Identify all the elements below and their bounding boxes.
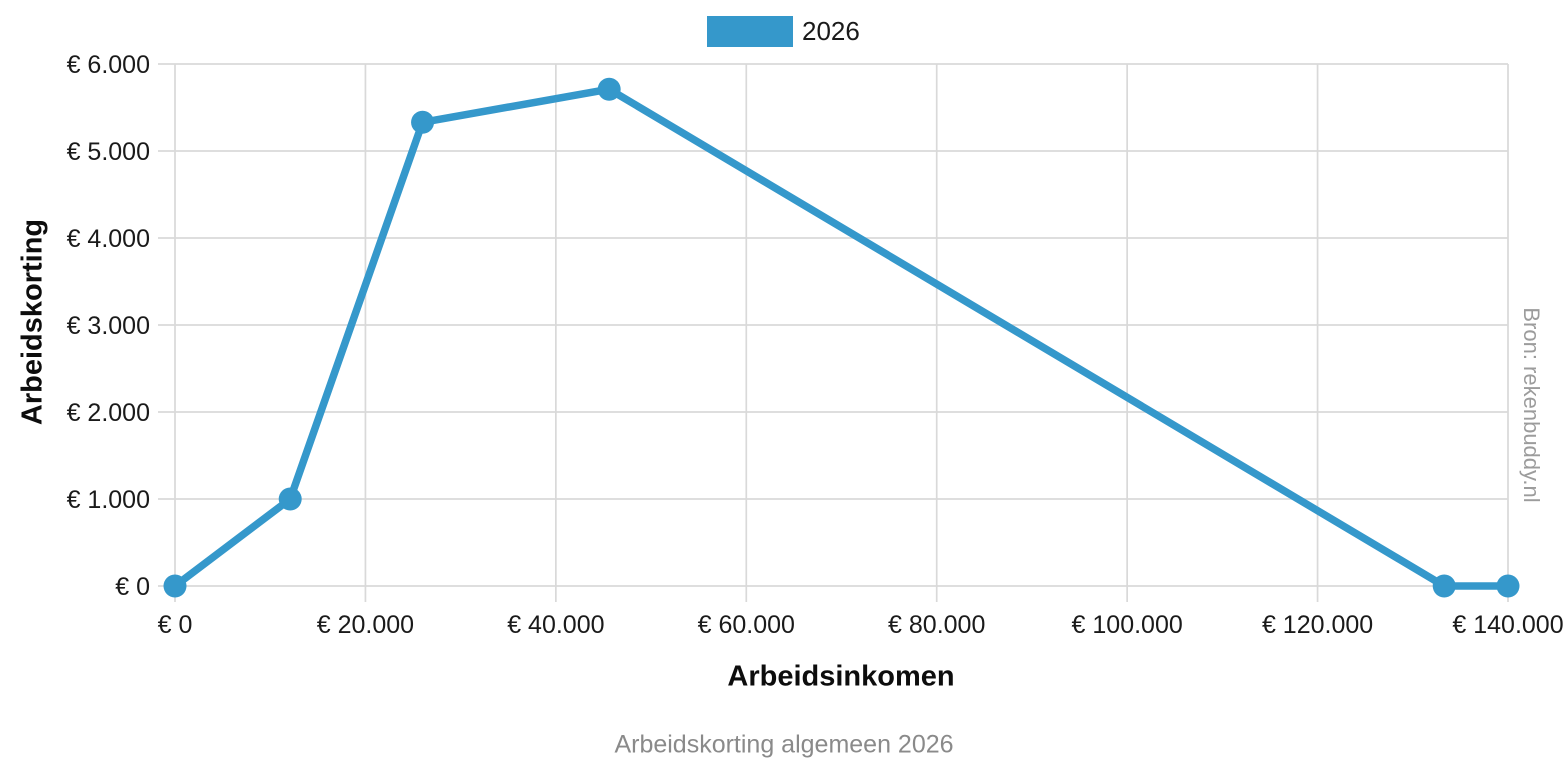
y-tick-label: € 0	[115, 573, 150, 601]
x-tick-label: € 100.000	[1072, 611, 1183, 639]
y-tick-label: € 1.000	[67, 486, 150, 514]
legend: 2026	[707, 16, 860, 47]
x-tick-label: € 80.000	[888, 611, 985, 639]
data-point-marker	[1496, 574, 1520, 598]
legend-swatch	[707, 16, 793, 47]
x-tick-label: € 40.000	[507, 611, 604, 639]
source-attribution: Bron: rekenbuddy.nl	[1519, 307, 1544, 503]
series-line	[171, 85, 1512, 590]
x-tick-label: € 20.000	[317, 611, 414, 639]
data-point-marker	[597, 77, 621, 101]
legend-label: 2026	[802, 16, 860, 46]
x-tick-label: € 120.000	[1262, 611, 1373, 639]
x-tick-label: € 60.000	[698, 611, 795, 639]
data-point-marker	[411, 110, 435, 134]
x-tick-label: € 0	[158, 611, 193, 639]
chart-caption: Arbeidskorting algemeen 2026	[614, 730, 954, 759]
y-tick-label: € 6.000	[67, 51, 150, 79]
y-tick-label: € 3.000	[67, 312, 150, 340]
y-tick-label: € 4.000	[67, 225, 150, 253]
data-point-marker	[163, 574, 187, 598]
y-axis-title: Arbeidskorting	[16, 218, 49, 426]
y-tick-label: € 5.000	[67, 138, 150, 166]
data-point-marker	[1432, 574, 1456, 598]
data-point-marker	[278, 487, 302, 511]
y-tick-label: € 2.000	[67, 399, 150, 427]
x-tick-label: € 140.000	[1452, 611, 1563, 639]
x-axis-title: Arbeidsinkomen	[727, 660, 955, 693]
